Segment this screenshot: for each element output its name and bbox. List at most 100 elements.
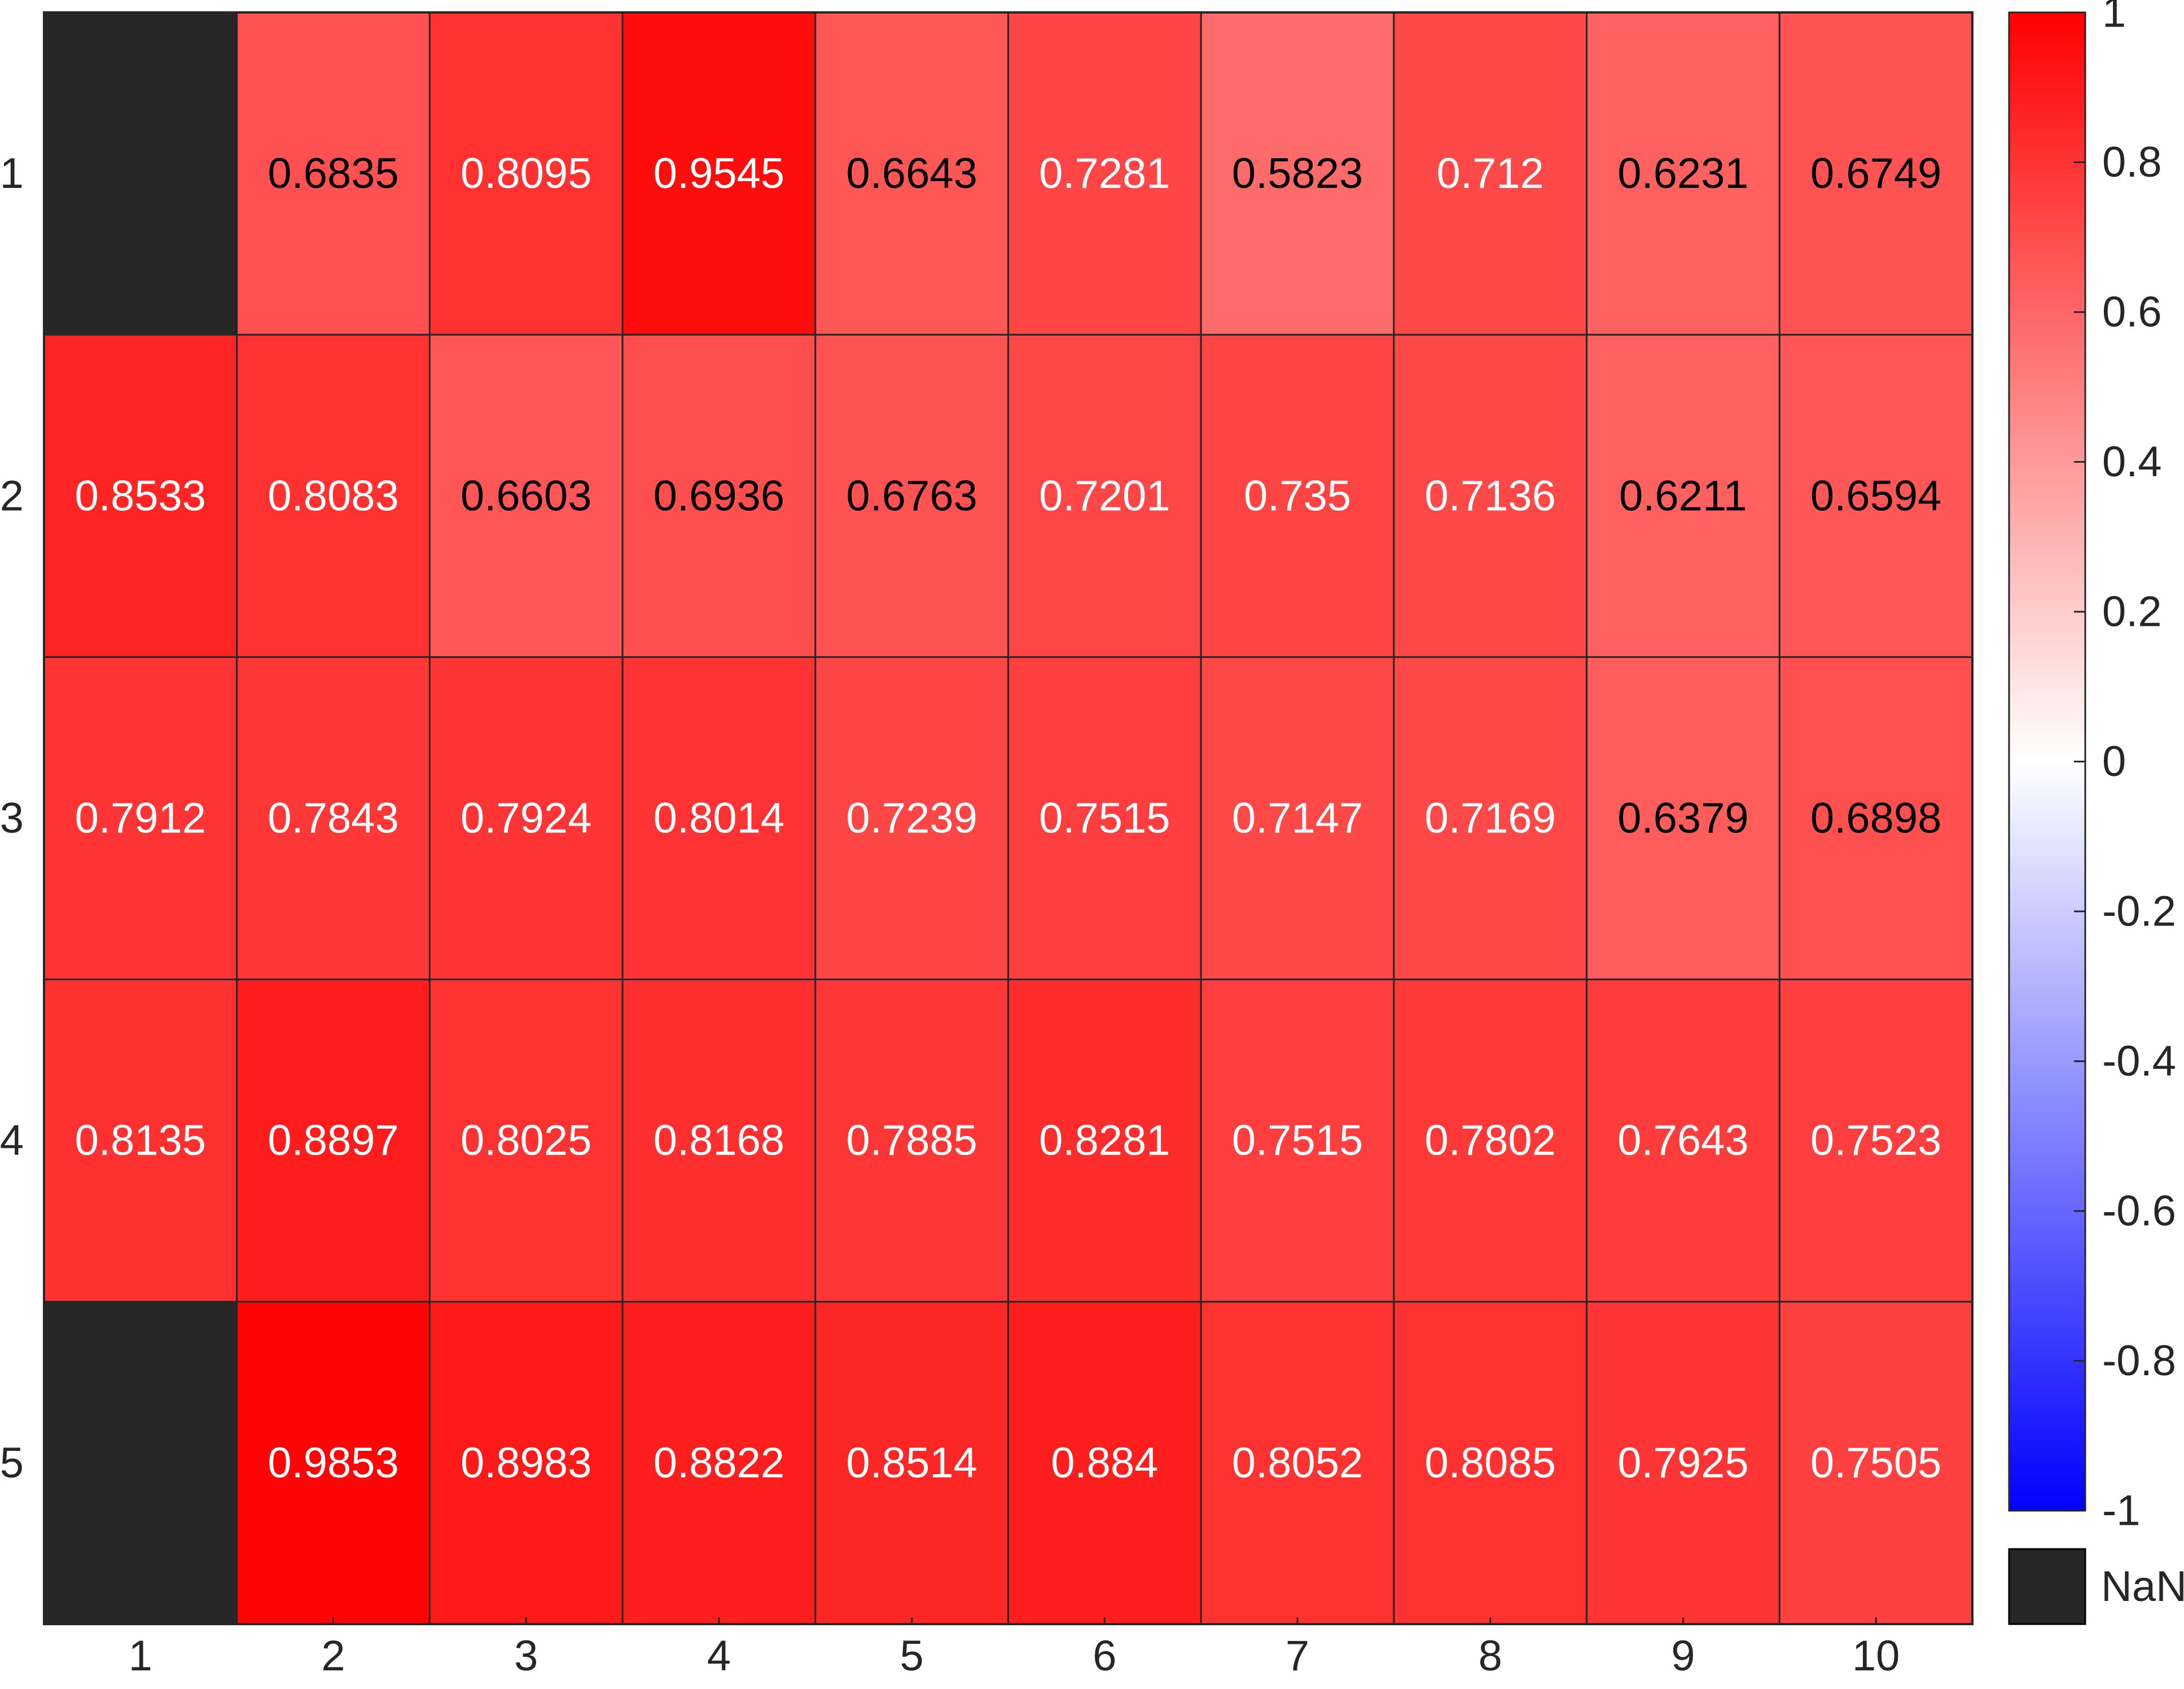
heatmap-cell (621, 1301, 817, 1625)
cell-value-label: 0.9545 (654, 150, 784, 198)
cell-value-label: 0.8168 (654, 1117, 784, 1165)
cell-value-label: 0.7147 (1232, 795, 1363, 843)
colorbar-tick-label: 0.6 (2102, 288, 2162, 336)
x-tick-label: 8 (1479, 1632, 1502, 1680)
y-axis-tick-labels: 1 2 3 4 5 (0, 150, 24, 1487)
heatmap-cell (236, 1301, 431, 1625)
cell-value-label: 0.7523 (1810, 1117, 1941, 1165)
colorbar-tick-label: 0.4 (2102, 438, 2162, 486)
heatmap-cell (1586, 334, 1780, 658)
cell-value-label: 0.884 (1051, 1439, 1158, 1487)
x-tick-label: 5 (900, 1632, 924, 1680)
cell-value-label: 0.6379 (1617, 795, 1748, 843)
cell-value-label: 0.7924 (461, 795, 591, 843)
heatmap-cell (1393, 334, 1588, 658)
cell-value-label: 0.6763 (846, 472, 977, 520)
colorbar-tick-label: -0.6 (2102, 1187, 2176, 1235)
heatmap-cell (1778, 979, 1974, 1303)
cell-value-label: 0.8514 (846, 1439, 977, 1487)
nan-legend: NaN (2008, 1548, 2184, 1625)
heatmap-cell (1586, 1301, 1780, 1625)
cell-value-label: 0.6936 (654, 472, 784, 520)
cell-value-label: 0.7643 (1617, 1117, 1748, 1165)
cell-value-label: 0.7885 (846, 1117, 977, 1165)
colorbar-tick-label: -0.2 (2102, 888, 2176, 936)
heatmap-cell (621, 979, 817, 1303)
x-tick-label: 3 (514, 1632, 538, 1680)
heatmap-cell (1586, 979, 1780, 1303)
x-tick-label: 2 (321, 1632, 345, 1680)
cell-value-label: 0.7843 (267, 795, 398, 843)
heatmap-cell (236, 656, 431, 981)
cell-value-label: 0.8025 (461, 1117, 591, 1165)
heatmap-cell (236, 11, 431, 336)
nan-legend-swatch (2008, 1548, 2086, 1625)
cell-value-label: 0.6603 (461, 472, 591, 520)
cell-value-label: 0.8052 (1232, 1439, 1363, 1487)
cell-value-label: 0.8897 (267, 1117, 398, 1165)
heatmap-cell (428, 1301, 624, 1625)
cell-value-label: 0.7136 (1425, 472, 1556, 520)
heatmap-cell (1007, 11, 1202, 336)
cell-value-label: 0.7239 (846, 795, 977, 843)
cell-value-label: 0.7912 (75, 795, 206, 843)
cell-value-label: 0.6211 (1619, 472, 1747, 520)
heatmap-cell (1393, 979, 1588, 1303)
heatmap-cell (1200, 334, 1395, 658)
cell-value-label: 0.7201 (1039, 472, 1170, 520)
heatmap-cell (1778, 1301, 1974, 1625)
heatmap-cell (1393, 656, 1588, 981)
heatmap-cell (43, 979, 238, 1303)
x-tick-label: 6 (1093, 1632, 1116, 1680)
cell-value-label: 0.712 (1437, 150, 1544, 198)
cell-value-label: 0.6643 (846, 150, 977, 198)
cell-value-label: 0.8095 (461, 150, 591, 198)
cell-value-label: 0.7802 (1425, 1117, 1556, 1165)
heatmap-cell (1200, 656, 1395, 981)
heatmap-cell (1778, 11, 1974, 336)
colorbar-tick-label: -0.4 (2102, 1037, 2176, 1085)
cell-value-label: 0.7515 (1039, 795, 1170, 843)
y-tick-label: 4 (0, 1117, 24, 1165)
x-tick-label: 7 (1286, 1632, 1309, 1680)
colorbar-tick-label: 1 (2102, 0, 2126, 37)
y-tick-label: 5 (0, 1439, 24, 1487)
cell-value-label: 0.7281 (1039, 150, 1170, 198)
cell-value-label: 0.8983 (461, 1439, 591, 1487)
cell-value-label: 0.6594 (1810, 472, 1941, 520)
cell-value-label: 0.8281 (1039, 1117, 1170, 1165)
heatmap-cell (1778, 334, 1974, 658)
heatmap-cell-nan (43, 11, 238, 336)
colorbar-tick-label: -0.8 (2102, 1337, 2176, 1385)
plot-frame (43, 11, 1974, 1625)
x-axis-tick-labels: 1 2 3 4 5 6 7 8 9 10 (129, 1617, 1900, 1680)
heatmap-cell (1007, 979, 1202, 1303)
cell-value-label: 0.6231 (1617, 150, 1748, 198)
cell-value-label: 0.8014 (654, 795, 784, 843)
cell-value-label: 0.5823 (1232, 150, 1363, 198)
heatmap-cell (1007, 1301, 1202, 1625)
heatmap-cell (814, 979, 1010, 1303)
x-tick-label: 9 (1671, 1632, 1695, 1680)
y-tick-label: 2 (0, 472, 24, 520)
heatmap-cell (621, 11, 817, 336)
x-tick-label: 10 (1852, 1632, 1900, 1680)
heatmap-cell (814, 1301, 1010, 1625)
cell-value-label: 0.7515 (1232, 1117, 1363, 1165)
cell-value-label: 0.8085 (1425, 1439, 1556, 1487)
cell-value-label: 0.9853 (267, 1439, 398, 1487)
heatmap-cell (1200, 979, 1395, 1303)
heatmap-cell (814, 656, 1010, 981)
x-tick-label: 4 (707, 1632, 731, 1680)
cell-value-label: 0.735 (1244, 472, 1351, 520)
colorbar-tick-label: 0.8 (2102, 138, 2162, 186)
colorbar-tick-label: 0 (2102, 738, 2126, 786)
cell-value-label: 0.7505 (1810, 1439, 1941, 1487)
heatmap-cell (814, 11, 1010, 336)
heatmap-cell (814, 334, 1010, 658)
heatmap-cell (1007, 334, 1202, 658)
cell-value-label: 0.7925 (1617, 1439, 1748, 1487)
heatmap-cell (1393, 11, 1588, 336)
cell-value-label: 0.8135 (75, 1117, 206, 1165)
